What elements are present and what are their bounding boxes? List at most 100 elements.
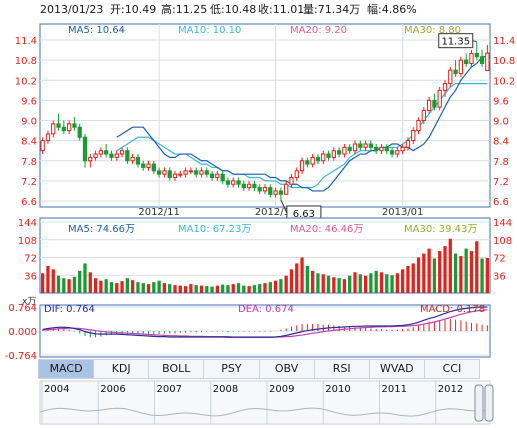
volume-bar [46, 265, 50, 293]
candle-body [384, 146, 389, 152]
candle-body [405, 140, 411, 148]
volume-bar [432, 258, 437, 293]
timeline-year: 2004 [44, 384, 69, 395]
volume-bar [226, 285, 230, 293]
candle-body [400, 146, 405, 152]
volume-ytick-left: 144 [18, 218, 37, 229]
volume-legend-2: MA10: 67.23万 [178, 224, 251, 235]
tab-rsi[interactable]: RSI [315, 360, 370, 378]
annotation-box [438, 33, 474, 49]
price-ytick-right: 9.0 [493, 117, 509, 128]
volume-bar [141, 283, 145, 293]
price-ytick-left: 8.4 [21, 137, 37, 148]
volume-bar [131, 280, 135, 293]
tab-macd[interactable]: MACD [39, 360, 95, 378]
candle-body [114, 153, 119, 158]
volume-bar [459, 256, 463, 293]
volume-bar [427, 248, 431, 293]
timeline-overview-line [39, 407, 491, 417]
volume-bar [183, 286, 188, 293]
price-xtick: 2012/12 [255, 207, 297, 218]
volume-legend-1: MA5: 74.66万 [68, 224, 135, 235]
volume-bar [411, 263, 415, 293]
candle-body [321, 153, 326, 162]
candle-body [104, 150, 109, 155]
volume-bar [263, 283, 267, 293]
tab-boll[interactable]: BOLL [149, 360, 205, 378]
volume-ytick-left: 72 [24, 254, 37, 265]
candle-body [236, 180, 241, 185]
annotation-leader [280, 199, 288, 214]
volume-bar [120, 281, 124, 293]
candle-body [241, 183, 246, 189]
volume-bar [88, 272, 92, 293]
candle-body [93, 153, 98, 158]
volume-bar [385, 274, 389, 293]
volume-bar [379, 272, 384, 293]
volume-bar [348, 275, 352, 293]
tab-kdj[interactable]: KDJ [94, 360, 150, 378]
candle-body [268, 187, 273, 195]
candle-body [289, 177, 294, 185]
candle-body [135, 156, 141, 165]
price-xtick: 2012/11 [138, 207, 180, 218]
volume-bar [406, 265, 410, 293]
candle-body [442, 83, 448, 91]
price-xtick: 2013/01 [382, 207, 424, 218]
candle-body [167, 170, 172, 179]
timeline-year: 2011 [382, 384, 407, 395]
volume-legend-3: MA20: 46.46万 [290, 224, 363, 235]
volume-bar [231, 284, 235, 293]
candle-body [172, 173, 178, 179]
candle-body [315, 156, 321, 162]
candle-body [151, 163, 156, 172]
candle-body [252, 183, 257, 189]
quote-field: 量:71.34万 [303, 3, 360, 16]
macd-ytick: 0.764 [8, 303, 37, 314]
macd-legend-1: DIF: 0.764 [44, 304, 95, 315]
candle-body [458, 59, 464, 75]
volume-bar [252, 285, 257, 293]
volume-bar [78, 270, 82, 293]
macd-legend-2: DEA: 0.674 [238, 304, 294, 315]
volume-bar [284, 275, 288, 293]
timeline-right-handle [484, 384, 494, 422]
candle-body [130, 156, 135, 162]
candle-body [125, 150, 130, 162]
candle-body [358, 143, 363, 148]
tab-obv[interactable]: OBV [260, 360, 315, 378]
candle-body [146, 163, 151, 168]
candle-body [66, 123, 72, 132]
volume-bar [152, 282, 156, 293]
candle-body [273, 190, 278, 195]
ma5-line [116, 56, 488, 192]
candle-body [77, 126, 82, 138]
candle-body [336, 150, 342, 155]
volume-ytick-right: 36 [493, 271, 506, 282]
tab-wvad[interactable]: WVAD [370, 360, 425, 378]
volume-bar [125, 278, 129, 293]
candle-body [204, 170, 209, 175]
macd-ytick: 0.000 [8, 327, 37, 338]
tab-cci[interactable]: CCI [442, 362, 462, 375]
volume-bar [136, 282, 140, 293]
candle-body [194, 170, 199, 175]
volume-bar [41, 273, 45, 293]
volume-bar [316, 273, 320, 293]
volume-legend-4: MA30: 39.43万 [404, 224, 477, 235]
annotation-label: 11.35 [441, 37, 470, 48]
timeline-frame [39, 380, 491, 425]
candle-body [352, 143, 358, 152]
candle-body [474, 52, 479, 58]
candle-body [156, 170, 162, 175]
candle-body [479, 56, 485, 64]
volume-bar [51, 269, 55, 293]
volume-bar [369, 273, 373, 293]
price-ytick-right: 11.4 [493, 36, 515, 47]
candle-body [411, 130, 416, 142]
volume-bar [358, 274, 362, 293]
price-ytick-right: 10.2 [493, 76, 515, 87]
candle-body [426, 99, 432, 111]
tab-psy[interactable]: PSY [204, 360, 260, 378]
candle-body [119, 150, 125, 155]
